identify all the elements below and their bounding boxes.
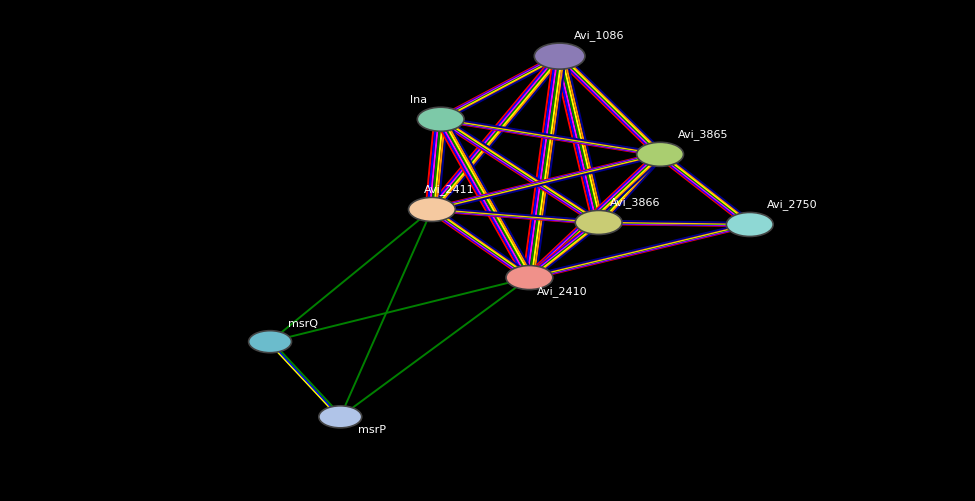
Text: Avi_2411: Avi_2411	[424, 184, 475, 195]
Text: Avi_1086: Avi_1086	[574, 30, 625, 41]
Text: Avi_3865: Avi_3865	[678, 129, 728, 140]
Circle shape	[249, 331, 292, 353]
Circle shape	[506, 266, 553, 290]
Circle shape	[319, 406, 362, 428]
Circle shape	[726, 212, 773, 236]
Text: msrP: msrP	[358, 425, 386, 435]
Circle shape	[575, 210, 622, 234]
Circle shape	[417, 107, 464, 131]
Circle shape	[409, 197, 455, 221]
Circle shape	[637, 142, 683, 166]
Text: Avi_2410: Avi_2410	[537, 286, 588, 297]
Text: Avi_2750: Avi_2750	[767, 199, 818, 210]
Text: Avi_3866: Avi_3866	[610, 197, 661, 208]
Circle shape	[534, 43, 585, 69]
Text: lna: lna	[410, 95, 427, 105]
Text: msrQ: msrQ	[288, 319, 318, 329]
